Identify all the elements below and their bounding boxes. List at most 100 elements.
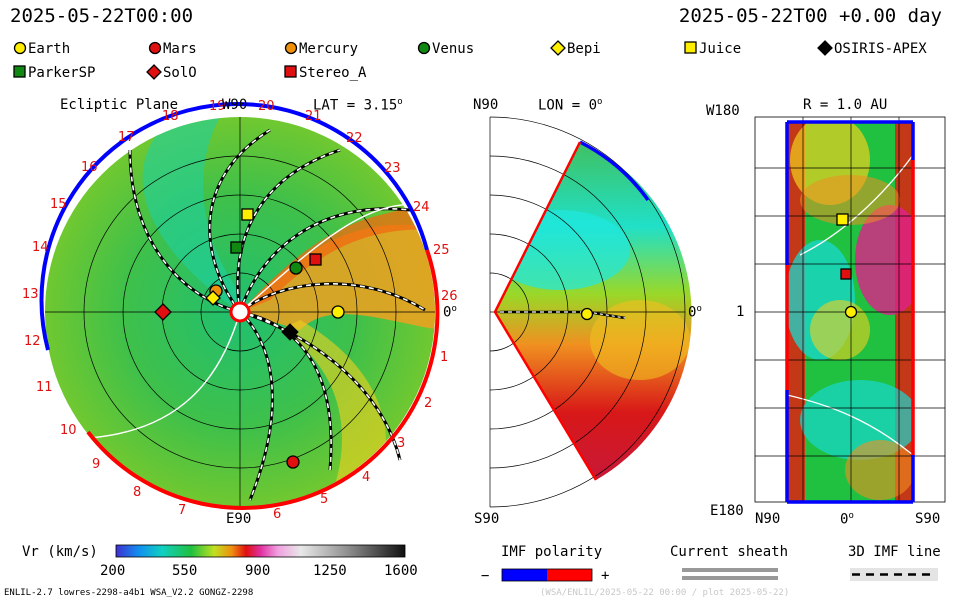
venus-marker: [289, 261, 303, 275]
parkersp-marker-icon: [13, 65, 26, 78]
colorbar-tick: 900: [245, 563, 271, 579]
meridional-s90-label: S90: [474, 511, 500, 527]
bepi-marker-icon: [550, 40, 566, 56]
slow-wind-region: [142, 117, 250, 312]
carrington-label: 10: [60, 423, 77, 438]
carrington-label: 9: [92, 457, 100, 472]
mars-marker: [286, 455, 300, 469]
map-juice-marker: [836, 213, 849, 226]
legend-bepi: Bepi: [549, 40, 601, 57]
bepi-marker: [205, 290, 221, 306]
current-sheath-swatch: [682, 568, 778, 580]
current-sheath-label: Current sheath: [670, 544, 789, 560]
map-earth-marker: [844, 305, 858, 319]
carrington-label: 22: [346, 131, 363, 146]
map-w180-label: W180: [706, 103, 740, 119]
map-n90-label: N90: [755, 511, 781, 527]
carrington-label: 18: [162, 109, 179, 124]
carrington-label: 20: [258, 99, 275, 114]
carrington-label: 13: [22, 287, 39, 302]
carrington-label: 24: [413, 200, 430, 215]
mars-marker-icon: [148, 41, 162, 55]
lon-label: LON = 0o: [538, 97, 603, 114]
parkersp-marker: [230, 241, 243, 254]
stereo-a-marker-icon: [284, 65, 297, 78]
map-zero-label: 0o: [840, 511, 854, 528]
meridional-panel: [489, 116, 692, 508]
carrington-label: 6: [273, 507, 281, 522]
carrington-label: 17: [118, 130, 135, 145]
e90-label: E90: [226, 511, 252, 527]
legend-mercury: Mercury: [283, 40, 358, 57]
juice-marker: [241, 208, 254, 221]
legend-solo: SolO: [145, 64, 197, 81]
imf-line-label: 3D IMF line: [848, 544, 941, 560]
carrington-label: 4: [362, 470, 370, 485]
legend-parkersp: ParkerSP: [12, 64, 95, 81]
mercury-marker-icon: [284, 41, 298, 55]
map-s90-label: S90: [915, 511, 941, 527]
colorbar-tick: 550: [172, 563, 198, 579]
colorbar-tick: 1250: [313, 563, 347, 579]
legend-stereo-a: Stereo_A: [283, 64, 366, 81]
earth-marker: [331, 305, 345, 319]
meridional-zero-label: 0o: [688, 304, 702, 321]
meridional-edge: [493, 141, 598, 481]
polarity-rim-positive: [86, 249, 440, 510]
colorbar-tick: 200: [100, 563, 126, 579]
imf-polarity-bar: [501, 568, 593, 582]
lat-label: LAT = 3.15o: [313, 97, 403, 114]
carrington-label: 8: [133, 485, 141, 500]
carrington-label: 23: [384, 161, 401, 176]
stereo-a-marker: [309, 253, 322, 266]
colorbar-label: Vr (km/s): [22, 544, 98, 560]
w90-label: W90: [222, 97, 248, 113]
right-timestamp: 2025-05-22T00 +0.00 day: [678, 5, 942, 27]
carrington-label: 14: [32, 240, 49, 255]
juice-marker-icon: [684, 41, 697, 54]
high-speed-stream-core: [240, 200, 435, 312]
osiris-apex-marker-icon: [817, 40, 833, 56]
carrington-label: 7: [178, 503, 186, 518]
carrington-label: 1: [440, 350, 448, 365]
carrington-label: 25: [433, 243, 450, 258]
velocity-colorbar: [115, 544, 406, 558]
ecliptic-title: Ecliptic Plane: [60, 97, 179, 113]
carrington-label: 3: [397, 436, 405, 451]
map-radius-label: R = 1.0 AU: [803, 97, 888, 113]
osiris-apex-marker: [281, 323, 299, 341]
carrington-label: 26: [441, 289, 458, 304]
solo-marker: [154, 303, 172, 321]
map-panel: [754, 116, 946, 504]
legend-venus: Venus: [416, 40, 474, 57]
legend-osiris-apex: OSIRIS-APEX: [816, 40, 927, 57]
map-one-label: 1: [736, 304, 745, 320]
footer-watermark: (WSA/ENLIL/2025-05-22 00:00 / plot 2025-…: [540, 588, 790, 598]
meridional-n90-label: N90: [473, 97, 499, 113]
ecliptic-zero-label: 0o: [443, 304, 457, 321]
carrington-label: 19: [209, 99, 226, 114]
carrington-label: 21: [305, 109, 322, 124]
ecliptic-panel: 1 2 3 4 5 6 7 8 9 10 11 12 13 14 15 16 1…: [22, 99, 458, 522]
carrington-label: 16: [81, 160, 98, 175]
current-sheet-lines: [89, 204, 416, 439]
carrington-labels: 1 2 3 4 5 6 7 8 9 10 11 12 13 14 15 16 1…: [22, 99, 458, 522]
map-e180-label: E180: [710, 503, 744, 519]
map-stereo-a-marker: [840, 268, 852, 280]
carrington-label: 12: [24, 334, 41, 349]
legend-earth: Earth: [12, 40, 70, 57]
high-speed-stream: [240, 224, 435, 330]
footer-model-info: ENLIL-2.7 lowres-2298-a4b1 WSA_V2.2 GONG…: [4, 588, 254, 598]
legend-juice: Juice: [683, 40, 741, 57]
imf-polarity-label: IMF polarity: [501, 544, 603, 560]
carrington-label: 5: [320, 492, 328, 507]
left-timestamp: 2025-05-22T00:00: [10, 5, 194, 27]
carrington-label: 15: [50, 197, 67, 212]
sun-inner-boundary: [229, 301, 251, 323]
imf-plus-label: +: [601, 568, 610, 584]
legend-mars: Mars: [147, 40, 197, 57]
colorbar-tick: 1600: [384, 563, 418, 579]
meridional-earth-marker: [580, 307, 594, 321]
meridional-rim-negative: [579, 140, 650, 202]
